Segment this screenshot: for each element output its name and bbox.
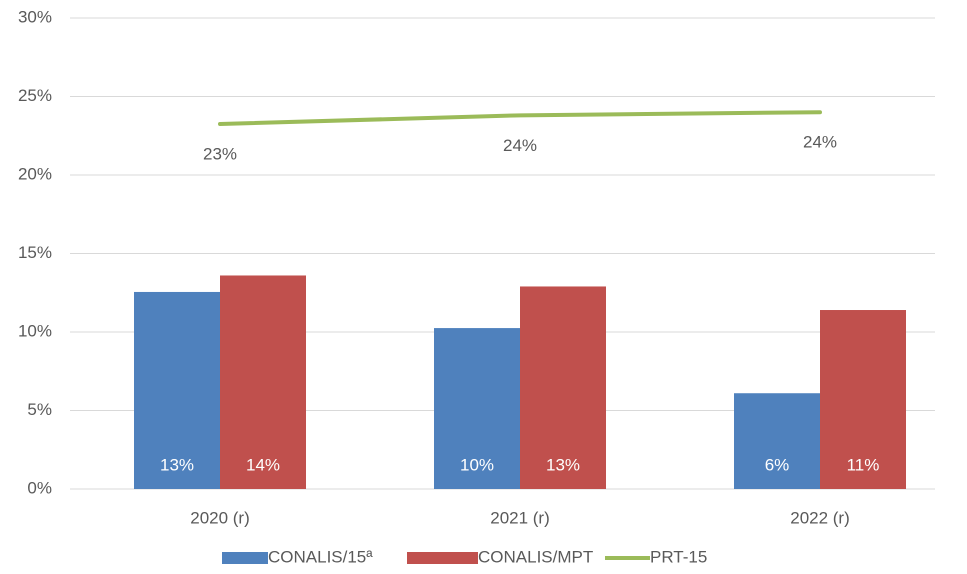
bar [134, 291, 220, 489]
legend-label: CONALIS/15ª [268, 547, 373, 566]
x-tick-label: 2021 (r) [490, 508, 550, 527]
x-tick-label: 2022 (r) [790, 508, 850, 527]
y-tick-label: 15% [18, 243, 52, 262]
y-tick-label: 25% [18, 86, 52, 105]
legend-label: CONALIS/MPT [478, 547, 593, 566]
y-tick-label: 20% [18, 164, 52, 183]
bar [820, 310, 906, 489]
line-value-label: 24% [803, 133, 837, 152]
y-tick-label: 0% [27, 478, 52, 497]
bar-value-label: 13% [160, 455, 194, 474]
bar-value-label: 10% [460, 455, 494, 474]
line-value-label: 24% [503, 136, 537, 155]
legend-swatch [407, 552, 478, 564]
bar-value-label: 14% [246, 455, 280, 474]
x-tick-label: 2020 (r) [190, 508, 250, 527]
bar [520, 286, 606, 489]
line [218, 110, 822, 126]
bar-value-label: 11% [847, 455, 880, 474]
y-tick-label: 30% [18, 7, 52, 26]
bar-value-label: 13% [546, 455, 580, 474]
legend-label: PRT-15 [650, 547, 707, 566]
line-value-label: 23% [203, 144, 237, 163]
y-tick-label: 5% [27, 400, 52, 419]
bar [734, 393, 820, 489]
legend-swatch [222, 552, 268, 564]
bar [220, 275, 306, 489]
bar [434, 328, 520, 489]
bar-value-label: 6% [765, 455, 790, 474]
y-tick-label: 10% [18, 321, 52, 340]
